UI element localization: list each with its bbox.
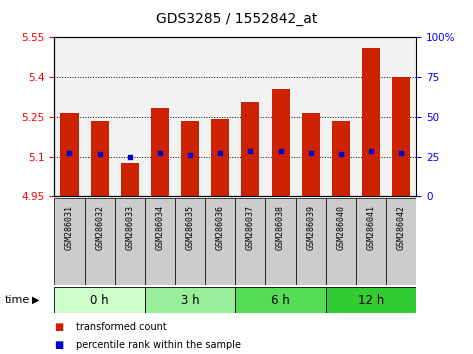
Bar [145,37,175,196]
Bar [151,108,169,196]
Bar [356,37,386,196]
Bar [302,113,320,196]
Text: ▶: ▶ [32,295,39,305]
Bar [326,37,356,196]
Bar [54,287,145,313]
Bar [265,37,296,196]
Bar [145,287,235,313]
Bar [54,37,85,196]
Bar [241,102,259,196]
Bar [332,121,350,196]
Bar [265,198,296,285]
Bar [85,37,114,196]
Bar [205,37,235,196]
Text: GSM286037: GSM286037 [246,205,255,250]
Bar [392,77,410,196]
Text: GSM286032: GSM286032 [95,205,104,250]
Text: 12 h: 12 h [358,293,384,307]
Text: GDS3285 / 1552842_at: GDS3285 / 1552842_at [156,12,317,27]
Bar [211,120,229,196]
Text: percentile rank within the sample: percentile rank within the sample [76,340,241,350]
Text: GSM286039: GSM286039 [306,205,315,250]
Text: GSM286031: GSM286031 [65,205,74,250]
Text: transformed count: transformed count [76,322,166,332]
Text: GSM286040: GSM286040 [336,205,345,250]
Text: ■: ■ [54,340,64,350]
Bar [326,287,416,313]
Text: GSM286034: GSM286034 [156,205,165,250]
Bar [121,163,139,196]
Bar [114,198,145,285]
Bar [181,121,199,196]
Bar [356,198,386,285]
Text: GSM286036: GSM286036 [216,205,225,250]
Text: GSM286035: GSM286035 [185,205,194,250]
Bar [386,37,416,196]
Bar [205,198,235,285]
Text: time: time [5,295,30,305]
Bar [54,198,85,285]
Text: 0 h: 0 h [90,293,109,307]
Text: GSM286033: GSM286033 [125,205,134,250]
Text: 3 h: 3 h [181,293,200,307]
Bar [362,48,380,196]
Bar [91,121,109,196]
Text: 6 h: 6 h [271,293,290,307]
Text: GSM286041: GSM286041 [367,205,376,250]
Bar [235,37,265,196]
Bar [61,113,79,196]
Bar [235,198,265,285]
Bar [175,198,205,285]
Text: GSM286042: GSM286042 [397,205,406,250]
Bar [85,198,114,285]
Bar [145,198,175,285]
Bar [235,287,326,313]
Text: ■: ■ [54,322,64,332]
Text: GSM286038: GSM286038 [276,205,285,250]
Bar [272,89,289,196]
Bar [114,37,145,196]
Bar [296,37,326,196]
Bar [326,198,356,285]
Bar [175,37,205,196]
Bar [296,198,326,285]
Bar [386,198,416,285]
